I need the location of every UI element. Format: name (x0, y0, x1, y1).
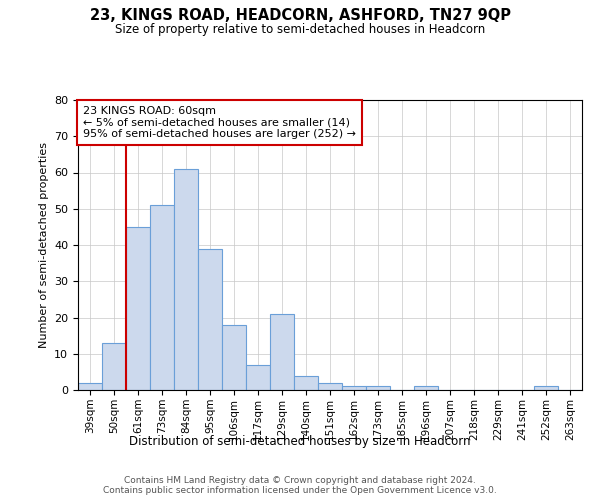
Bar (342, 386, 366, 390)
Bar (174, 169, 198, 390)
Bar (318, 383, 342, 390)
Bar (78, 383, 102, 390)
Text: Contains HM Land Registry data © Crown copyright and database right 2024.
Contai: Contains HM Land Registry data © Crown c… (103, 476, 497, 495)
Bar (198, 248, 222, 390)
Text: Distribution of semi-detached houses by size in Headcorn: Distribution of semi-detached houses by … (129, 435, 471, 448)
Y-axis label: Number of semi-detached properties: Number of semi-detached properties (38, 142, 49, 348)
Bar (102, 343, 126, 390)
Bar (270, 314, 294, 390)
Bar (126, 227, 150, 390)
Bar (294, 376, 318, 390)
Bar (414, 386, 438, 390)
Bar (222, 325, 246, 390)
Text: 23 KINGS ROAD: 60sqm
← 5% of semi-detached houses are smaller (14)
95% of semi-d: 23 KINGS ROAD: 60sqm ← 5% of semi-detach… (83, 106, 356, 139)
Bar (150, 205, 174, 390)
Bar (366, 386, 390, 390)
Text: 23, KINGS ROAD, HEADCORN, ASHFORD, TN27 9QP: 23, KINGS ROAD, HEADCORN, ASHFORD, TN27 … (89, 8, 511, 22)
Bar (246, 364, 270, 390)
Bar (534, 386, 558, 390)
Text: Size of property relative to semi-detached houses in Headcorn: Size of property relative to semi-detach… (115, 22, 485, 36)
